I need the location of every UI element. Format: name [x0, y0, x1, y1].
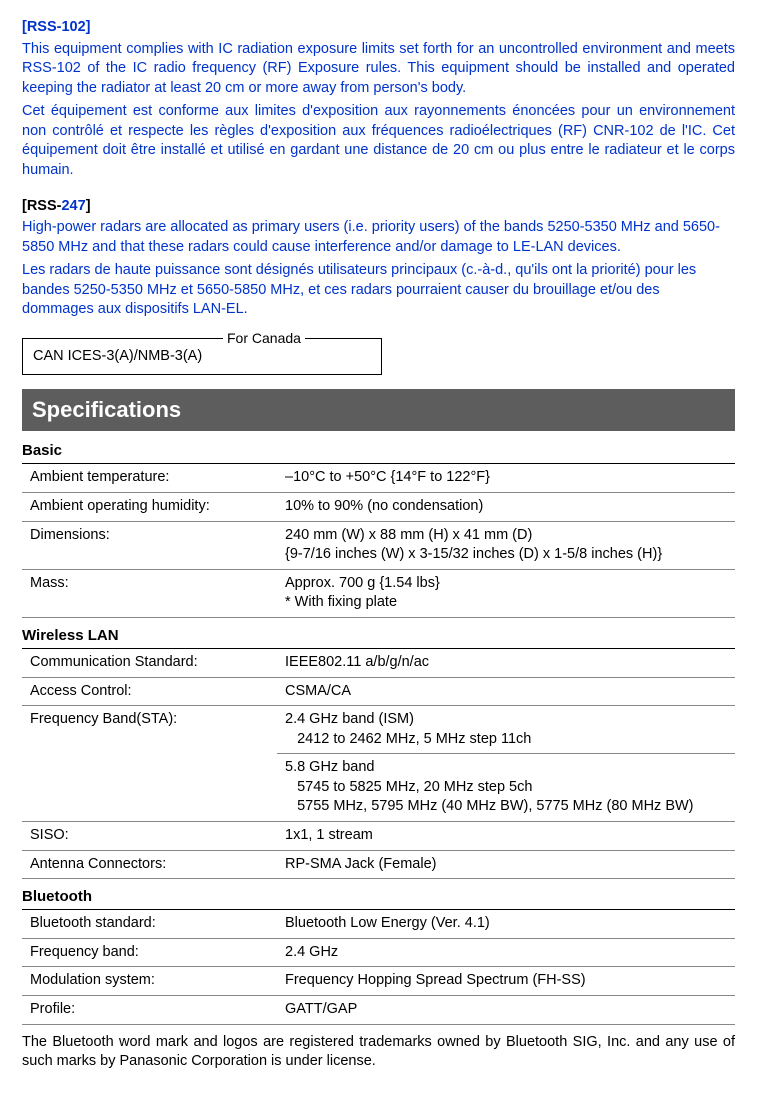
spec-key: Ambient temperature: — [22, 464, 277, 492]
bt-heading: Bluetooth — [22, 887, 735, 910]
rss247-fr: Les radars de haute puissance sont désig… — [22, 261, 735, 320]
wlan-table: Communication Standard: IEEE802.11 a/b/g… — [22, 649, 735, 879]
rss247-label-suffix: ] — [86, 198, 91, 214]
spec-key: Ambient operating humidity: — [22, 492, 277, 521]
spec-key: Profile: — [22, 996, 277, 1025]
spec-key: Bluetooth standard: — [22, 910, 277, 938]
rss102-en: This equipment complies with IC radiatio… — [22, 40, 735, 99]
spec-val: 5.8 GHz band 5745 to 5825 MHz, 20 MHz st… — [277, 754, 735, 822]
spec-key: Frequency Band(STA): — [22, 706, 277, 822]
table-row: SISO: 1x1, 1 stream — [22, 821, 735, 850]
spec-key: Communication Standard: — [22, 649, 277, 677]
spec-key: Dimensions: — [22, 521, 277, 569]
table-row: Ambient temperature: –10°C to +50°C {14°… — [22, 464, 735, 492]
table-row: Profile: GATT/GAP — [22, 996, 735, 1025]
spec-key: SISO: — [22, 821, 277, 850]
table-row: Bluetooth standard: Bluetooth Low Energy… — [22, 910, 735, 938]
specifications-title: Specifications — [22, 389, 735, 431]
wlan-heading: Wireless LAN — [22, 626, 735, 649]
table-row: Frequency band: 2.4 GHz — [22, 938, 735, 967]
spec-val: 10% to 90% (no condensation) — [277, 492, 735, 521]
spec-val: RP-SMA Jack (Female) — [277, 850, 735, 879]
spec-val: IEEE802.11 a/b/g/n/ac — [277, 649, 735, 677]
spec-val: Approx. 700 g {1.54 lbs}* With fixing pl… — [277, 569, 735, 617]
spec-key: Frequency band: — [22, 938, 277, 967]
spec-val: 2.4 GHz — [277, 938, 735, 967]
spec-val: 2.4 GHz band (ISM) 2412 to 2462 MHz, 5 M… — [277, 706, 735, 754]
basic-table: Ambient temperature: –10°C to +50°C {14°… — [22, 464, 735, 617]
canada-legend: For Canada — [223, 329, 305, 348]
table-row: Mass: Approx. 700 g {1.54 lbs}* With fix… — [22, 569, 735, 617]
rss247-label-num: 247 — [61, 198, 85, 214]
spec-key: Antenna Connectors: — [22, 850, 277, 879]
rss247-label: [RSS-247] — [22, 197, 735, 217]
spec-val: CSMA/CA — [277, 677, 735, 706]
table-row: Modulation system: Frequency Hopping Spr… — [22, 967, 735, 996]
bt-table: Bluetooth standard: Bluetooth Low Energy… — [22, 910, 735, 1024]
trademark-note: The Bluetooth word mark and logos are re… — [22, 1033, 735, 1072]
spec-val: 1x1, 1 stream — [277, 821, 735, 850]
rss102-label: [RSS-102] — [22, 18, 735, 38]
table-row: Frequency Band(STA): 2.4 GHz band (ISM) … — [22, 706, 735, 754]
spec-val: Bluetooth Low Energy (Ver. 4.1) — [277, 910, 735, 938]
basic-heading: Basic — [22, 441, 735, 464]
spec-val: 240 mm (W) x 88 mm (H) x 41 mm (D){9-7/1… — [277, 521, 735, 569]
canada-box: For Canada CAN ICES-3(A)/NMB-3(A) — [22, 338, 382, 376]
rss247-label-prefix: [RSS- — [22, 198, 61, 214]
rss102-fr: Cet équipement est conforme aux limites … — [22, 102, 735, 180]
spec-val: Frequency Hopping Spread Spectrum (FH-SS… — [277, 967, 735, 996]
spec-val: –10°C to +50°C {14°F to 122°F} — [277, 464, 735, 492]
table-row: Communication Standard: IEEE802.11 a/b/g… — [22, 649, 735, 677]
table-row: Ambient operating humidity: 10% to 90% (… — [22, 492, 735, 521]
table-row: Antenna Connectors: RP-SMA Jack (Female) — [22, 850, 735, 879]
spec-key: Access Control: — [22, 677, 277, 706]
spec-key: Mass: — [22, 569, 277, 617]
spec-key: Modulation system: — [22, 967, 277, 996]
canada-content: CAN ICES-3(A)/NMB-3(A) — [33, 348, 202, 364]
table-row: Dimensions: 240 mm (W) x 88 mm (H) x 41 … — [22, 521, 735, 569]
spec-val: GATT/GAP — [277, 996, 735, 1025]
rss247-en: High-power radars are allocated as prima… — [22, 218, 735, 257]
table-row: Access Control: CSMA/CA — [22, 677, 735, 706]
